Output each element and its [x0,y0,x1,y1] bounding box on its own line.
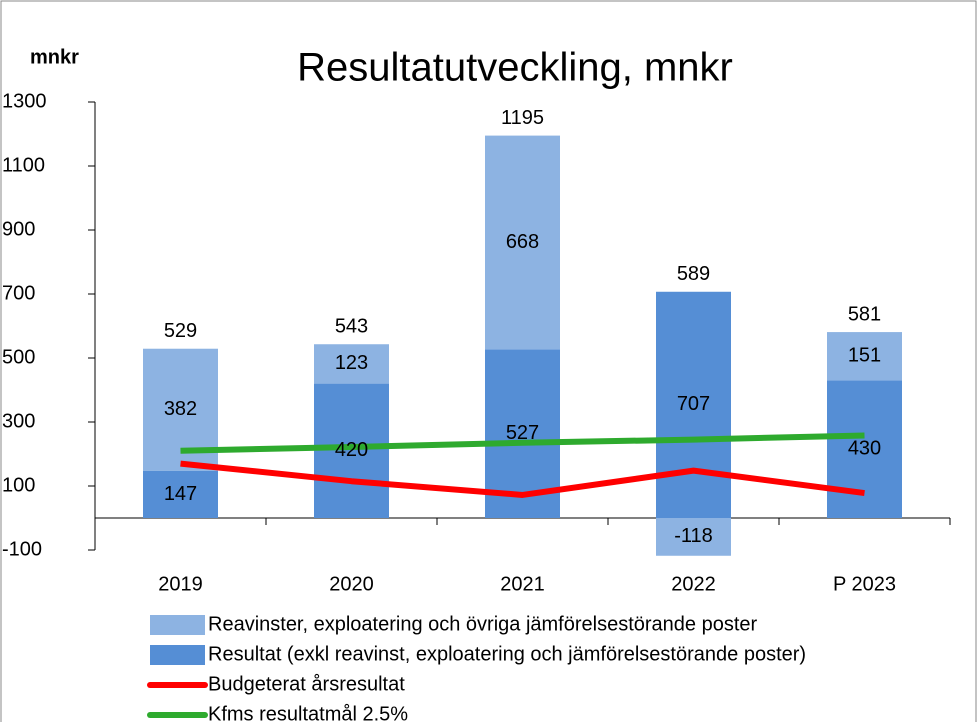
data-label: 707 [677,393,710,415]
x-tick-label: 2021 [500,573,545,595]
bar [314,383,389,518]
bar [314,344,389,384]
data-label: -118 [674,525,713,547]
y-tick-label: 1300 [2,90,47,112]
data-label: 527 [506,422,539,444]
chart-title: Resultatutveckling, mnkr [297,46,733,90]
legend-label: Budgeterat årsresultat [208,673,405,695]
y-tick-label: 1100 [2,154,45,176]
bar [656,518,731,556]
total-label: 1195 [501,107,544,129]
y-tick-label: 100 [2,474,35,496]
data-label: 151 [848,345,881,367]
x-tick-label: 2020 [329,573,374,595]
data-label: 668 [506,231,539,253]
y-tick-label: 700 [2,282,35,304]
x-tick-label: 2022 [671,573,716,595]
bar [656,291,731,518]
data-label: 420 [335,439,368,461]
y-tick-label: 300 [2,410,35,432]
y-axis-label: mnkr [30,46,79,68]
legend-label: Kfms resultatmål 2.5% [208,703,408,722]
data-label: 147 [164,483,197,505]
line-series [180,460,865,498]
data-label: 382 [164,398,197,420]
total-label: 581 [848,303,881,325]
y-tick-label: -100 [2,538,42,560]
x-tick-label: 2019 [158,573,203,595]
legend-swatch [150,615,205,635]
total-label: 589 [677,263,710,285]
bar [143,470,218,518]
bar [485,135,560,350]
y-tick-label: 500 [2,346,35,368]
legend-label: Reavinster, exploatering och övriga jämf… [208,613,758,635]
legend-swatch [150,645,205,665]
y-tick-label: 900 [2,218,35,240]
data-label: 123 [335,352,368,374]
total-label: 529 [164,320,197,342]
data-label: 430 [848,437,881,459]
total-label: 543 [335,316,368,338]
legend-label: Resultat (exkl reavinst, exploatering oc… [208,643,806,665]
bar [827,332,902,381]
bar [827,380,902,518]
line-series [180,432,865,454]
x-tick-label: P 2023 [833,573,896,595]
